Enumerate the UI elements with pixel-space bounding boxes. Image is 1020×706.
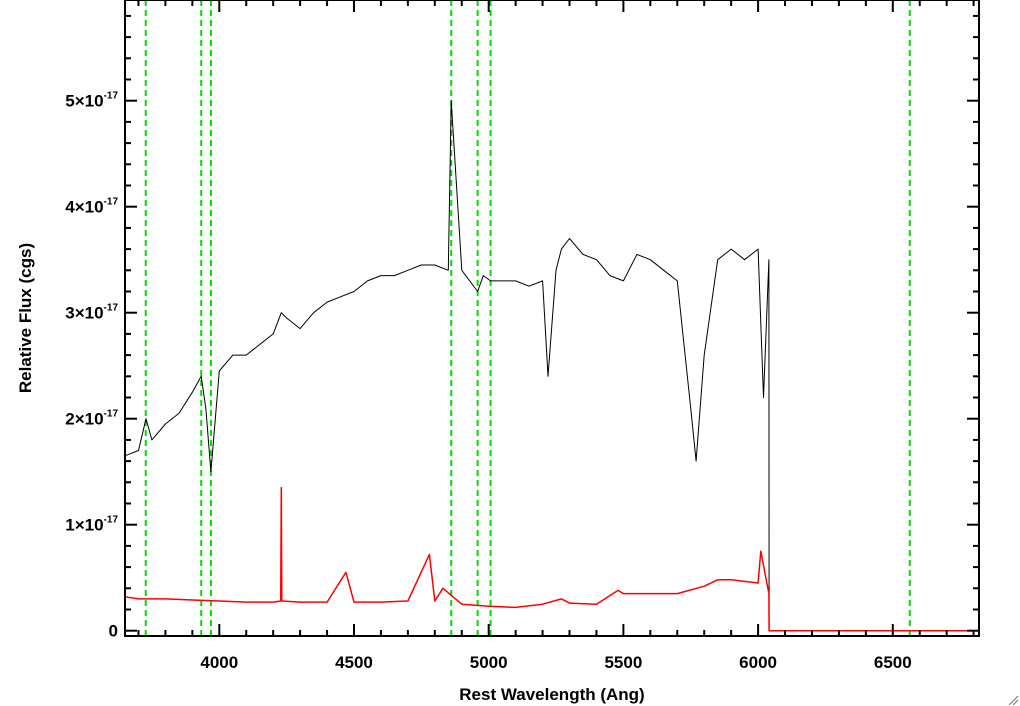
x-axis-title: Rest Wavelength (Ang) [459,685,644,704]
x-tick-label: 5500 [604,653,642,672]
resize-grip-icon[interactable] [1008,695,1019,706]
emission-line-markers [144,0,911,636]
error-series-line [124,486,979,632]
y-tick-label: 1×10-17 [65,515,118,535]
y-tick-label: 0 [109,622,118,641]
spectrum-series [124,100,979,632]
flux-series-line [124,100,979,632]
y-axis-title: Relative Flux (cgs) [16,243,35,393]
x-tick-label: 5000 [470,653,508,672]
plot-frame [124,0,980,637]
y-tick-labels: 0 1×10-17 2×10-17 3×10-17 4×10-17 5×10-17 [65,91,118,641]
x-tick-label: 6500 [874,653,912,672]
y-tick-label: 2×10-17 [65,409,118,429]
y-tick-label: 3×10-17 [65,303,118,323]
x-tick-label: 4000 [200,653,238,672]
x-tick-labels: 4000 4500 5000 5500 6000 6500 [200,653,911,672]
y-tick-label: 4×10-17 [65,197,118,217]
x-tick-label: 6000 [739,653,777,672]
x-tick-label: 4500 [335,653,373,672]
y-tick-label: 5×10-17 [65,91,118,111]
